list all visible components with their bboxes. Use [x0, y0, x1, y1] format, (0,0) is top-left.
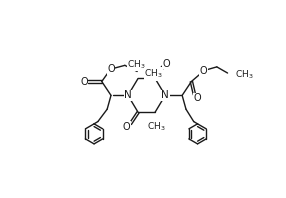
Text: CH$_3$: CH$_3$ — [144, 68, 163, 80]
Text: O: O — [200, 66, 208, 76]
Text: O: O — [163, 59, 170, 69]
Text: CH$_3$: CH$_3$ — [147, 120, 166, 132]
Text: N: N — [124, 90, 132, 100]
Text: N: N — [161, 90, 169, 100]
Text: O: O — [123, 122, 130, 132]
Text: CH$_3$: CH$_3$ — [127, 58, 146, 71]
Text: CH$_3$: CH$_3$ — [235, 68, 253, 81]
Text: O: O — [80, 76, 88, 87]
Text: O: O — [107, 64, 115, 74]
Text: O: O — [194, 93, 201, 103]
